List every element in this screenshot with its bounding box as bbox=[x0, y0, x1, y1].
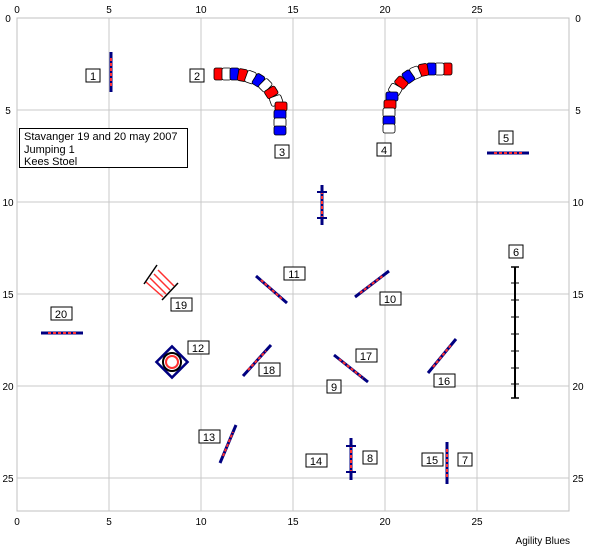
label-16-text: 16 bbox=[438, 376, 450, 388]
x-tick-top: 10 bbox=[195, 5, 207, 16]
y-tick-right: 15 bbox=[572, 290, 584, 301]
jump-9-17 bbox=[333, 353, 369, 384]
label-10-text: 10 bbox=[384, 294, 396, 306]
label-20-text: 20 bbox=[55, 309, 67, 321]
y-tick-left: 25 bbox=[2, 474, 14, 485]
jump-unnumbered bbox=[317, 185, 327, 225]
label-15: 15 bbox=[421, 452, 444, 467]
long-jump-6 bbox=[511, 266, 519, 399]
jump-13 bbox=[218, 424, 238, 464]
y-tick-left: 10 bbox=[2, 198, 14, 209]
y-tick-right: 10 bbox=[572, 198, 584, 209]
tyre-12 bbox=[154, 344, 190, 380]
y-axis-right: 0 5 10 15 20 25 bbox=[572, 14, 584, 485]
y-axis-left: 0 5 10 15 20 25 bbox=[2, 14, 14, 485]
label-12: 12 bbox=[187, 340, 210, 355]
label-12-text: 12 bbox=[192, 343, 204, 355]
x-tick-bottom: 25 bbox=[471, 517, 483, 528]
x-tick-top: 0 bbox=[14, 5, 20, 16]
x-tick-bottom: 10 bbox=[195, 517, 207, 528]
label-18: 18 bbox=[258, 362, 281, 377]
label-6-text: 6 bbox=[513, 247, 519, 259]
jump-16 bbox=[426, 338, 458, 374]
label-8-text: 8 bbox=[367, 453, 373, 465]
label-7: 7 bbox=[457, 452, 473, 467]
label-14: 14 bbox=[305, 453, 328, 468]
wall-19 bbox=[143, 264, 179, 301]
label-11: 11 bbox=[283, 266, 306, 281]
event-title: Stavanger 19 and 20 may 2007 bbox=[24, 131, 178, 143]
x-tick-top: 5 bbox=[106, 5, 112, 16]
label-4: 4 bbox=[376, 142, 392, 157]
label-2-text: 2 bbox=[194, 71, 200, 83]
jump-8-14 bbox=[346, 438, 356, 480]
label-11-text: 11 bbox=[288, 269, 299, 281]
y-tick-right: 20 bbox=[572, 382, 584, 393]
label-15-text: 15 bbox=[426, 455, 438, 467]
label-1: 1 bbox=[85, 68, 101, 83]
y-tick-right: 25 bbox=[572, 474, 584, 485]
label-19-text: 19 bbox=[175, 300, 187, 312]
y-tick-left: 15 bbox=[2, 290, 14, 301]
label-5-text: 5 bbox=[503, 133, 509, 145]
x-axis-top: 0 5 10 15 20 25 bbox=[14, 5, 483, 16]
y-tick-left: 5 bbox=[5, 106, 11, 117]
label-10: 10 bbox=[379, 291, 402, 306]
run-name: Jumping 1 bbox=[24, 143, 75, 156]
label-13: 13 bbox=[198, 429, 221, 444]
label-9: 9 bbox=[326, 379, 342, 394]
tunnel-4 bbox=[382, 62, 453, 134]
label-3: 3 bbox=[274, 144, 290, 159]
label-16: 16 bbox=[433, 373, 456, 388]
jump-10 bbox=[354, 269, 390, 299]
jump-18 bbox=[241, 343, 273, 378]
label-14-text: 14 bbox=[310, 456, 322, 468]
label-9-text: 9 bbox=[331, 382, 337, 394]
label-4-text: 4 bbox=[381, 145, 387, 157]
y-tick-right: 0 bbox=[575, 14, 581, 25]
label-5: 5 bbox=[498, 130, 514, 145]
label-13-text: 13 bbox=[203, 432, 215, 444]
grid bbox=[17, 18, 569, 511]
jump-11 bbox=[255, 274, 288, 305]
label-1-text: 1 bbox=[90, 71, 96, 83]
label-8: 8 bbox=[362, 450, 378, 465]
x-tick-bottom: 20 bbox=[379, 517, 391, 528]
label-20: 20 bbox=[50, 306, 73, 321]
x-tick-bottom: 0 bbox=[14, 517, 20, 528]
label-17-text: 17 bbox=[360, 351, 372, 363]
label-2: 2 bbox=[189, 68, 205, 83]
tunnel-2-3 bbox=[213, 67, 288, 136]
x-tick-top: 25 bbox=[471, 5, 483, 16]
y-tick-right: 5 bbox=[575, 106, 581, 117]
x-tick-top: 20 bbox=[379, 5, 391, 16]
label-17: 17 bbox=[355, 348, 378, 363]
x-tick-top: 15 bbox=[287, 5, 299, 16]
y-tick-left: 20 bbox=[2, 382, 14, 393]
label-19: 19 bbox=[170, 297, 193, 312]
course-info-box: Stavanger 19 and 20 may 2007 Jumping 1 K… bbox=[19, 128, 188, 168]
label-7-text: 7 bbox=[462, 455, 468, 467]
y-tick-left: 0 bbox=[5, 14, 11, 25]
label-6: 6 bbox=[508, 244, 524, 259]
obstacle-labels: 1 2 3 4 5 6 7 8 bbox=[50, 68, 524, 468]
x-axis-bottom: 0 5 10 15 20 25 bbox=[14, 517, 483, 528]
x-tick-bottom: 5 bbox=[106, 517, 112, 528]
label-3-text: 3 bbox=[279, 147, 285, 159]
software-credit: Agility Blues bbox=[515, 536, 570, 547]
label-18-text: 18 bbox=[263, 365, 275, 377]
x-tick-bottom: 15 bbox=[287, 517, 299, 528]
judge-name: Kees Stoel bbox=[24, 156, 78, 168]
